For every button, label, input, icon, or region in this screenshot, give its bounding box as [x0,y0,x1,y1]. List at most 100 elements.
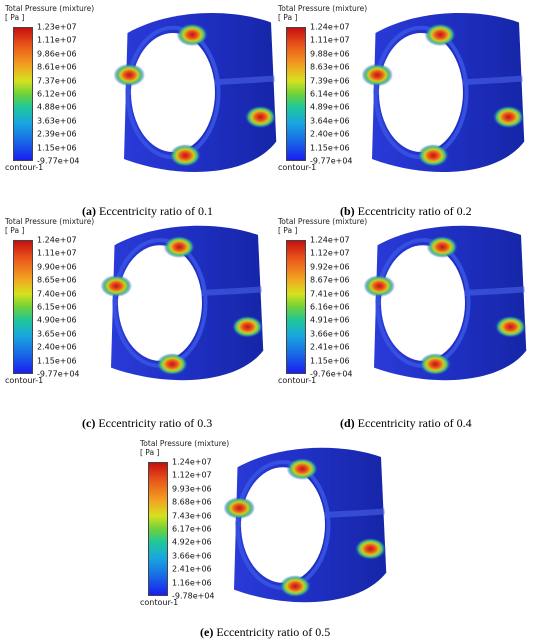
cylinder-contour-plot [363,225,527,381]
cylinder-contour-plot [113,13,277,172]
colorbar-tick-label: -9.77e+04 [310,156,353,166]
pressure-hotspot [419,353,451,376]
colorbar-tick-label: 6.12e+06 [37,89,77,99]
caption-letter: (d) [340,416,355,430]
cylinder-contour-plot [223,447,387,603]
colorbar-tick-label: 2.41e+06 [172,564,212,574]
colorbar-tick-label: 7.43e+06 [172,511,212,521]
colorbar-tick-label: 1.24e+07 [310,22,350,32]
caption-text: Eccentricity ratio of 0.3 [95,416,213,430]
colorbar-tick-label: -9.77e+04 [37,156,80,166]
colorbar-title-line2: [ Pa ] [140,447,160,457]
contour-label: contour-1 [278,163,317,172]
colorbar-tick-label: 3.65e+06 [37,329,77,339]
colorbar-tick-label: 3.66e+06 [172,551,212,561]
colorbar-tick-label: 1.15e+06 [310,356,350,366]
colorbar-title-line2: [ Pa ] [5,225,25,235]
cylinder-opening [379,33,463,152]
contour-label: contour-1 [5,163,44,172]
colorbar [148,462,168,596]
colorbar-title: Total Pressure (mixture) [ Pa ] [278,217,368,235]
contour-label: contour-1 [5,376,44,385]
cylinder-opening [118,245,202,361]
contour-panel-c: Total Pressure (mixture) [ Pa ] 1.24e+07… [5,217,265,418]
colorbar-tick-label: 4.91e+06 [310,315,350,325]
colorbar-tick-label: 8.68e+06 [172,497,212,507]
pressure-hotspot [424,23,456,47]
colorbar [286,27,306,161]
colorbar-title: Total Pressure (mixture) [ Pa ] [5,4,95,22]
colorbar-tick-label: 1.12e+07 [310,248,350,258]
contour-label: contour-1 [140,598,179,607]
colorbar-title: Total Pressure (mixture) [ Pa ] [140,439,229,457]
colorbar [13,27,33,161]
colorbar-tick-label: 2.41e+06 [310,342,350,352]
caption-text: Eccentricity ratio of 0.4 [354,416,472,430]
colorbar-tick-label: 3.66e+06 [310,329,350,339]
colorbar-title-line2: [ Pa ] [278,225,298,235]
colorbar-tick-label: 7.41e+06 [310,289,350,299]
colorbar-ticks: 1.24e+07 1.11e+07 9.88e+06 8.63e+06 7.39e+06… [310,23,370,166]
cylinder-opening [381,245,465,361]
colorbar-tick-label: 7.37e+06 [37,76,77,86]
colorbar-tick-label: 1.11e+07 [310,35,350,45]
colorbar [13,240,33,374]
caption-a: (a) Eccentricity ratio of 0.1 [82,204,213,219]
colorbar-tick-label: 8.65e+06 [37,275,77,285]
colorbar-tick-label: 1.11e+07 [37,248,77,258]
caption-c: (c) Eccentricity ratio of 0.3 [82,416,212,431]
colorbar-title: Total Pressure (mixture) [ Pa ] [5,217,95,235]
colorbar-title-line2: [ Pa ] [278,12,298,22]
pressure-hotspot [363,274,395,298]
colorbar-tick-label: -9.76e+04 [310,369,353,379]
cylinder-opening [131,33,215,152]
caption-text: Eccentricity ratio of 0.5 [213,625,331,639]
colorbar-tick-label: 1.23e+07 [37,22,77,32]
colorbar-tick-label: 9.93e+06 [172,484,212,494]
colorbar-tick-label: 2.40e+06 [37,342,77,352]
colorbar-tick-label: 9.86e+06 [37,49,77,59]
pressure-hotspot [494,315,527,338]
caption-d: (d) Eccentricity ratio of 0.4 [340,416,472,431]
pressure-hotspot [492,105,525,129]
colorbar-tick-label: 1.24e+07 [310,235,350,245]
colorbar-tick-label: 7.40e+06 [37,289,77,299]
colorbar-tick-label: 9.92e+06 [310,262,350,272]
colorbar-tick-label: 1.16e+06 [172,578,212,588]
caption-b: (b) Eccentricity ratio of 0.2 [340,204,472,219]
pressure-hotspot [279,575,311,598]
colorbar-tick-label: 2.39e+06 [37,129,77,139]
colorbar-tick-label: -9.78e+04 [172,591,215,601]
pressure-hotspot [113,63,145,87]
cylinder-contour-plot [100,225,264,381]
colorbar-tick-label: 6.15e+06 [37,302,77,312]
pressure-hotspot [231,315,264,338]
caption-letter: (c) [82,416,96,430]
colorbar-tick-label: 1.15e+06 [37,356,77,366]
colorbar-tick-label: 4.92e+06 [172,537,212,547]
colorbar-title-line1: Total Pressure (mixture) [278,217,368,226]
caption-letter: (a) [82,204,96,218]
pressure-hotspot [223,496,255,520]
caption-letter: (b) [340,204,355,218]
colorbar-tick-label: 1.24e+07 [37,235,77,245]
colorbar-ticks: 1.24e+07 1.11e+07 9.90e+06 8.65e+06 7.40e+06… [37,236,97,379]
pressure-hotspot [100,274,132,298]
colorbar-tick-label: 2.40e+06 [310,129,350,139]
colorbar-title: Total Pressure (mixture) [ Pa ] [278,4,368,22]
cylinder-contour-plot [361,13,525,172]
pressure-hotspot [169,144,201,167]
colorbar-title-line1: Total Pressure (mixture) [278,4,368,13]
contour-panel-a: Total Pressure (mixture) [ Pa ] 1.23e+07… [5,4,277,205]
colorbar-tick-label: 6.16e+06 [310,302,350,312]
colorbar-title-line1: Total Pressure (mixture) [5,217,95,226]
colorbar-tick-label: 1.15e+06 [310,143,350,153]
colorbar-tick-label: 1.24e+07 [172,457,212,467]
caption-letter: (e) [200,625,214,639]
contour-panel-e: Total Pressure (mixture) [ Pa ] 1.24e+07… [140,439,400,640]
pressure-hotspot [361,63,393,87]
colorbar-title-line1: Total Pressure (mixture) [5,4,95,13]
colorbar-ticks: 1.23e+07 1.11e+07 9.86e+06 8.61e+06 7.37e+06… [37,23,97,166]
colorbar-tick-label: 4.89e+06 [310,102,350,112]
colorbar-tick-label: 4.88e+06 [37,102,77,112]
